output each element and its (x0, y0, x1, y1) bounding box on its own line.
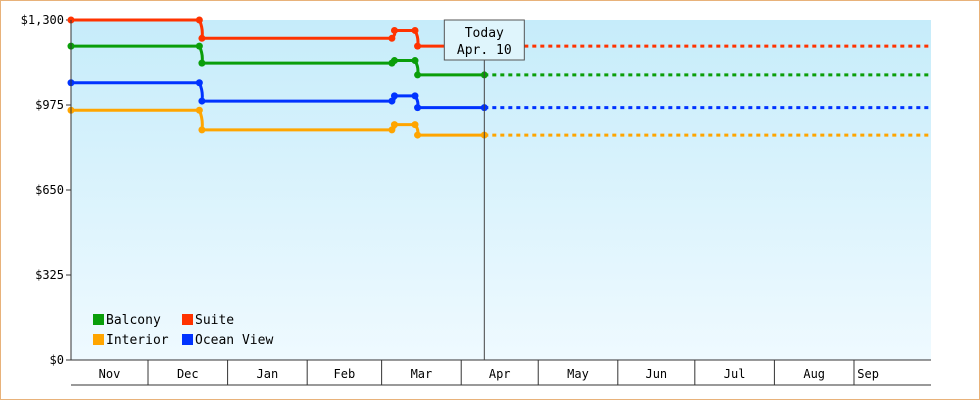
data-point (411, 26, 419, 34)
today-box (443, 19, 525, 61)
data-point (390, 92, 398, 100)
legend-label: Balcony (106, 313, 161, 328)
data-point (195, 106, 203, 114)
legend-swatch (93, 334, 104, 345)
y-tick-label: $975 (35, 98, 64, 112)
month-label: Jul (724, 367, 746, 381)
month-label: Jan (257, 367, 279, 381)
today-label: Today (465, 26, 504, 41)
month-label: Mar (411, 367, 433, 381)
data-point (198, 34, 206, 42)
data-point (414, 42, 422, 50)
plot-background (71, 20, 931, 360)
legend-label: Suite (195, 313, 234, 328)
data-point (411, 121, 419, 129)
month-label: Dec (177, 367, 199, 381)
legend-swatch (182, 334, 193, 345)
data-point (195, 79, 203, 87)
data-point (411, 92, 419, 100)
data-point (195, 42, 203, 50)
x-axis-months: Nov Dec Jan Feb Mar Apr May Jun Jul Aug Sep (71, 359, 931, 386)
data-point (198, 97, 206, 105)
data-point (411, 57, 419, 65)
month-label: May (567, 367, 589, 381)
data-point (414, 104, 422, 112)
month-label: Apr (489, 367, 511, 381)
month-label: Aug (803, 367, 825, 381)
y-tick-label: $325 (35, 268, 64, 282)
data-point (390, 57, 398, 65)
data-point (198, 59, 206, 67)
data-point (390, 121, 398, 129)
legend-swatch (93, 314, 104, 325)
legend-label: Ocean View (195, 333, 273, 348)
month-label: Feb (334, 367, 356, 381)
data-point (195, 16, 203, 24)
data-point (198, 126, 206, 134)
data-point (414, 71, 422, 79)
data-point (388, 97, 396, 105)
data-point (414, 131, 422, 139)
data-point (388, 126, 396, 134)
month-label: Sep (857, 367, 879, 381)
series-lines (67, 16, 929, 139)
legend-swatch (182, 314, 193, 325)
today-date-label: Apr. 10 (457, 43, 512, 58)
legend: Balcony Suite Interior Ocean View (93, 313, 273, 348)
y-tick-label: $1,300 (21, 13, 64, 27)
y-tick-label: $0 (50, 353, 64, 367)
legend-label: Interior (106, 333, 169, 348)
month-label: Nov (99, 367, 121, 381)
y-axis-ticks: $0 $325 $650 $975 $1,300 (21, 13, 71, 367)
series-line (69, 18, 486, 48)
data-point (390, 26, 398, 34)
month-label: Jun (645, 367, 667, 381)
data-point (388, 34, 396, 42)
y-tick-label: $650 (35, 183, 64, 197)
today-marker: Today Apr. 10 (443, 19, 525, 360)
